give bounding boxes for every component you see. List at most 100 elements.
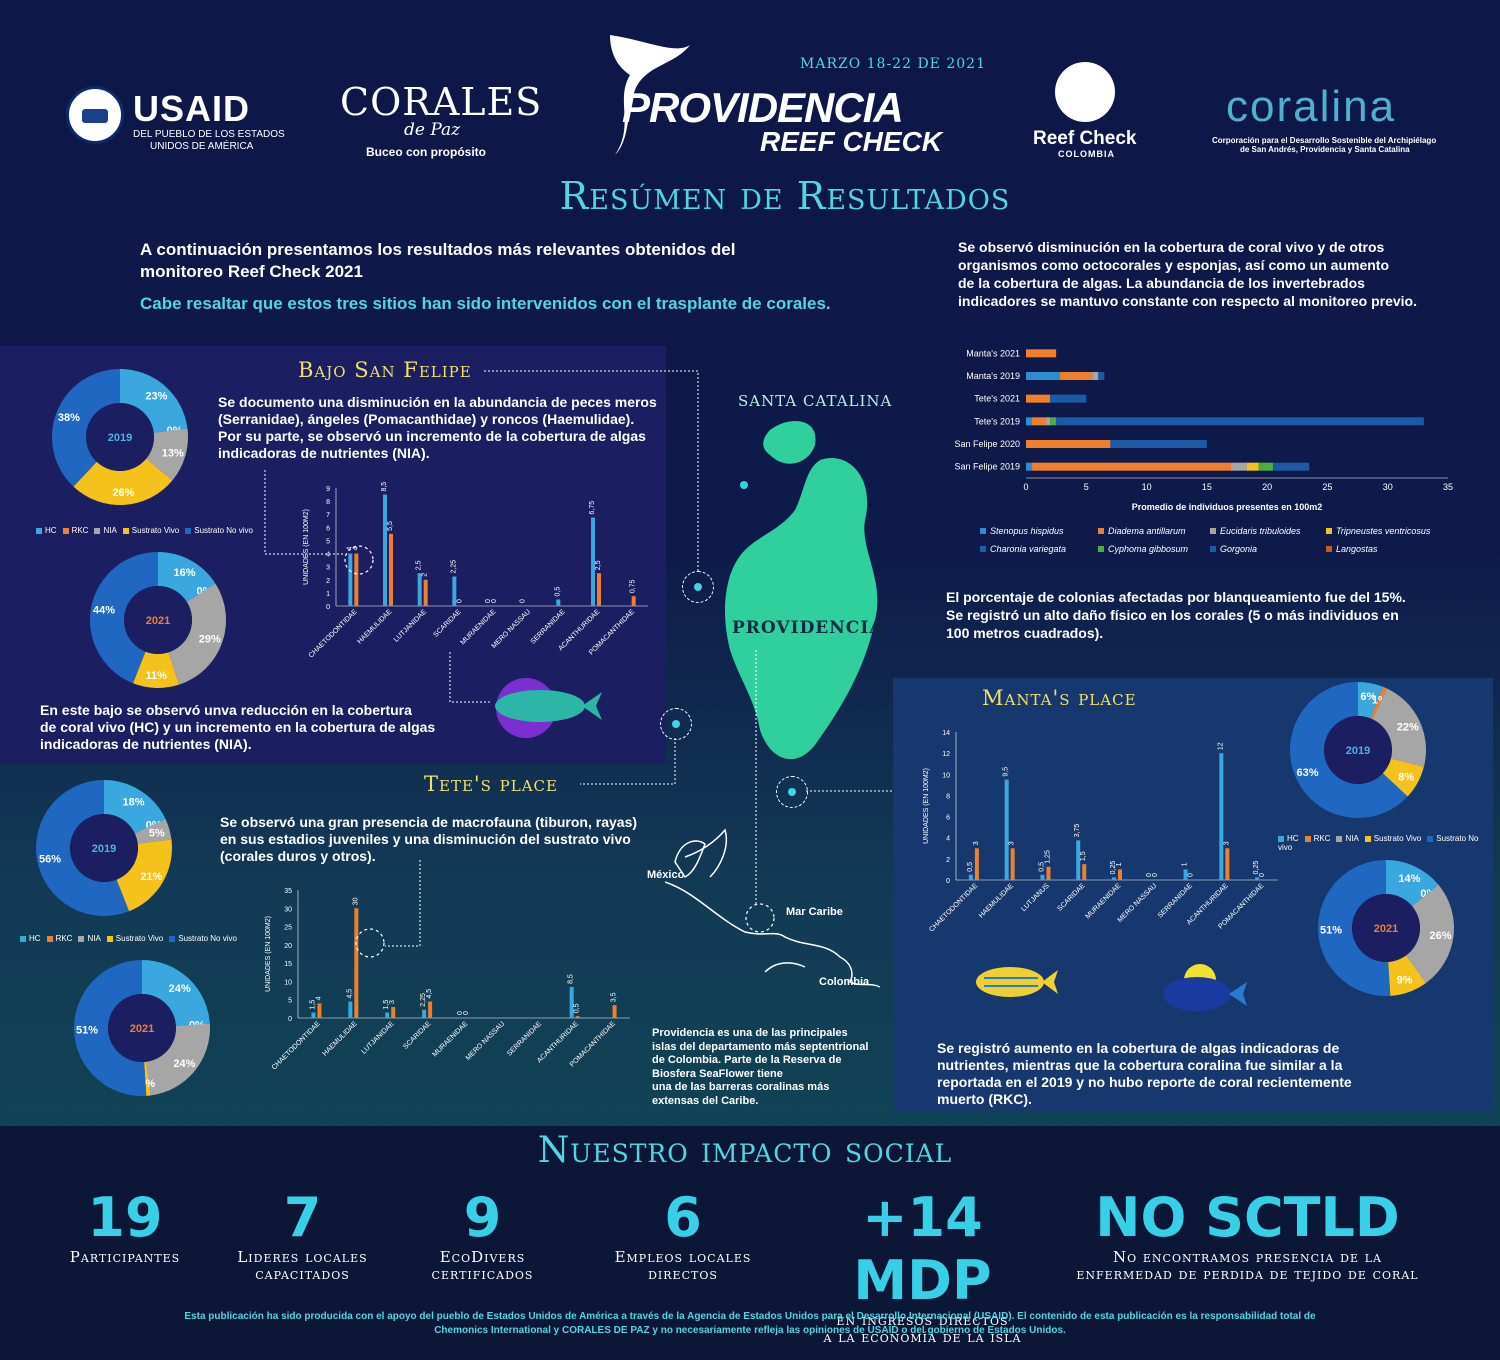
bar-value-label: 2,25 xyxy=(420,993,427,1007)
event-date: MARZO 18-22 DE 2021 xyxy=(800,56,986,72)
x-tick-label: 20 xyxy=(1262,482,1272,492)
bar xyxy=(1040,874,1045,880)
legend-swatch xyxy=(169,935,176,942)
bar-value-label: 0 xyxy=(463,1011,470,1015)
legend-swatch xyxy=(62,527,69,534)
bar xyxy=(1026,440,1111,448)
grunt-fish-icon xyxy=(976,967,1058,997)
usaid-name: USAID xyxy=(133,88,251,129)
y-tick-label: 20 xyxy=(284,943,292,950)
x-tick-label: MERO NASSAU xyxy=(1117,882,1159,924)
bar-value-label: 4 xyxy=(352,547,359,551)
bar xyxy=(317,1003,322,1018)
pie-label: 44% xyxy=(93,605,115,617)
pie-slice xyxy=(144,1061,151,1096)
legend-label: NIA xyxy=(1345,834,1359,843)
y-tick-label: 5 xyxy=(326,538,330,545)
pie-label: 51% xyxy=(76,1025,98,1037)
mar-caribe-label: Mar Caribe xyxy=(786,906,843,918)
map-caption-line: Biosfera SeaFlower tiene xyxy=(652,1067,783,1080)
legend-swatch xyxy=(46,935,53,942)
bar xyxy=(1258,462,1274,471)
pie-slice xyxy=(73,458,173,505)
x-tick-label: CHAETODONTIDAE xyxy=(308,608,359,659)
legend-label: Sustrato Vivo xyxy=(1373,834,1422,843)
pie-year: 2021 xyxy=(130,1023,154,1035)
tete-text-line: (corales duros y otros). xyxy=(220,848,376,864)
bar-value-label: 1 xyxy=(1182,862,1189,866)
pie-slice xyxy=(120,369,188,433)
manta-marker xyxy=(776,776,808,808)
y-tick-label: 4 xyxy=(946,836,950,843)
bar xyxy=(354,553,359,606)
legend-item: NIA xyxy=(1336,834,1359,843)
bar xyxy=(631,596,636,606)
reefcheck-sub: COLOMBIA xyxy=(1058,149,1115,159)
impact-stat-number: NO SCTLD xyxy=(1095,1186,1400,1249)
y-tick-label: 0 xyxy=(288,1016,292,1023)
impact-stat: NO SCTLD No encontramos presencia de la … xyxy=(1060,1186,1435,1283)
impact-stat-number: +14 MDP xyxy=(853,1186,992,1312)
x-tick-label: SERRANIDAE xyxy=(530,608,567,645)
manta-text-line: reportada en el 2019 y no hubo reporte d… xyxy=(937,1074,1352,1090)
bar xyxy=(1026,462,1033,471)
manta-text-line: muerto (RKC). xyxy=(937,1091,1032,1107)
bar xyxy=(1118,869,1122,880)
bar xyxy=(1026,394,1051,403)
santa-catalina-label: SANTA CATALINA xyxy=(738,392,893,410)
legend-swatch xyxy=(980,528,986,534)
bar xyxy=(1112,877,1116,880)
y-tick-label: 12 xyxy=(942,751,950,758)
pie-slice xyxy=(146,428,189,481)
bar xyxy=(1010,848,1015,880)
bar-value-label: 3 xyxy=(973,841,980,845)
impact-section xyxy=(0,1126,1500,1360)
header: USAID DEL PUEBLO DE LOS ESTADOS UNIDOS D… xyxy=(0,0,1500,170)
x-tick-label: MURAENIDAE xyxy=(431,1020,469,1058)
island-map xyxy=(725,421,878,760)
legend-swatch xyxy=(106,935,113,942)
impact-stat-label: Lideres locales xyxy=(237,1248,368,1266)
legend-label: RKC xyxy=(1313,834,1331,843)
pie-label: 29% xyxy=(199,634,221,646)
footer-line: Esta publicación ha sido producida con e… xyxy=(184,1311,1316,1322)
invertebrate-chart: Manta's 2021 Manta's 2019 Tete's 2021 Tete'… xyxy=(954,348,1453,554)
bar-value-label: 3 xyxy=(389,1000,396,1004)
colombia-label: Colombia xyxy=(819,976,870,988)
san-felipe-text-line: Se documento una disminución en la abund… xyxy=(218,394,657,410)
pie-slice xyxy=(1388,955,1426,996)
manta-text-line: nutrientes, mientras que la cobertura co… xyxy=(937,1057,1343,1073)
x-tick-label: SERRANIDAE xyxy=(1157,882,1194,919)
bar xyxy=(1255,877,1260,880)
y-tick-label: 2 xyxy=(946,857,950,864)
san-felipe-bottom-line: indicadoras de nutrientes (NIA). xyxy=(40,736,252,752)
corales-sub: de Paz xyxy=(404,120,461,140)
intro-line-2: monitoreo Reef Check 2021 xyxy=(140,262,363,281)
x-tick-label: LUTJANUS xyxy=(1020,882,1051,913)
corales-tagline: Buceo con propósito xyxy=(366,145,486,159)
bar-value-label: 0,5 xyxy=(554,587,561,597)
bar xyxy=(1219,753,1224,880)
pie-label: 16% xyxy=(173,567,195,579)
san-felipe-pie-legend: HC RKC NIA Sustrato Vivo Sustrato No vivo xyxy=(36,526,259,535)
legend-item: RKC xyxy=(1304,834,1331,843)
y-tick-label: Tete's 2019 xyxy=(974,416,1020,426)
impact-stat-label: capacitados xyxy=(255,1265,350,1283)
pie-slice xyxy=(1317,860,1391,996)
coralina-sub-2: de San Andrés, Providencia y Santa Catal… xyxy=(1240,145,1410,154)
pie-year: 2019 xyxy=(108,432,132,444)
bar-value-label: 0,25 xyxy=(1110,861,1117,875)
legend-item: Sustrato Vivo xyxy=(106,934,163,943)
impact-stat-label: directos xyxy=(648,1265,718,1283)
x-tick-label: MURAENIDAE xyxy=(459,608,497,646)
pie-year: 2019 xyxy=(92,843,116,855)
impact-stat-label: Participantes xyxy=(69,1248,181,1266)
san-felipe-pie-2021: 16%0%29%11%44%2021 xyxy=(89,552,226,688)
bar xyxy=(1273,462,1310,471)
bar xyxy=(311,1012,316,1018)
legend-swatch xyxy=(185,527,192,534)
reefcheck-diver-icon xyxy=(1055,62,1115,122)
